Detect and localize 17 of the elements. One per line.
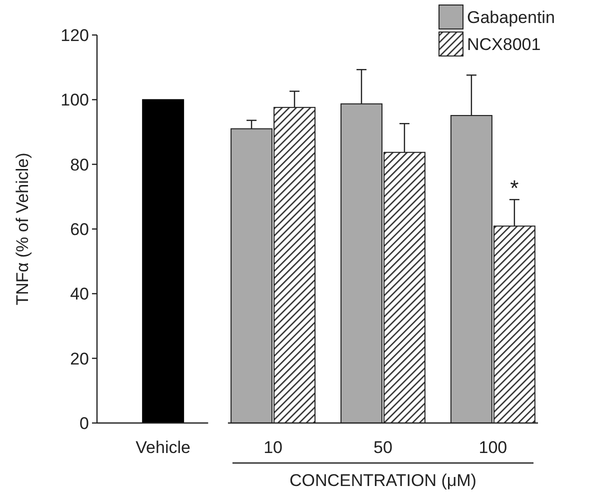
y-tick-label: 20 bbox=[70, 349, 89, 368]
bar bbox=[142, 99, 184, 424]
legend-label: Gabapentin bbox=[467, 8, 555, 27]
x-tick-label: 50 bbox=[374, 438, 392, 457]
x-tick-label: Vehicle bbox=[136, 438, 190, 457]
y-tick-label: 0 bbox=[80, 414, 89, 433]
x-tick-label: 10 bbox=[264, 438, 282, 457]
x-tick-label: 100 bbox=[478, 438, 508, 457]
legend-label: NCX8001 bbox=[467, 34, 541, 54]
y-tick-label: 40 bbox=[70, 284, 89, 304]
y-tick-label: 100 bbox=[60, 90, 89, 110]
y-tick-label: 60 bbox=[70, 220, 89, 239]
annotation: * bbox=[510, 176, 520, 201]
y-tick-label: 120 bbox=[60, 26, 89, 45]
x-axis-title: CONCENTRATION (μM) bbox=[289, 471, 476, 490]
y-axis-title: TNFα (% of Vehicle) bbox=[13, 152, 32, 306]
y-tick-label: 80 bbox=[70, 155, 89, 174]
